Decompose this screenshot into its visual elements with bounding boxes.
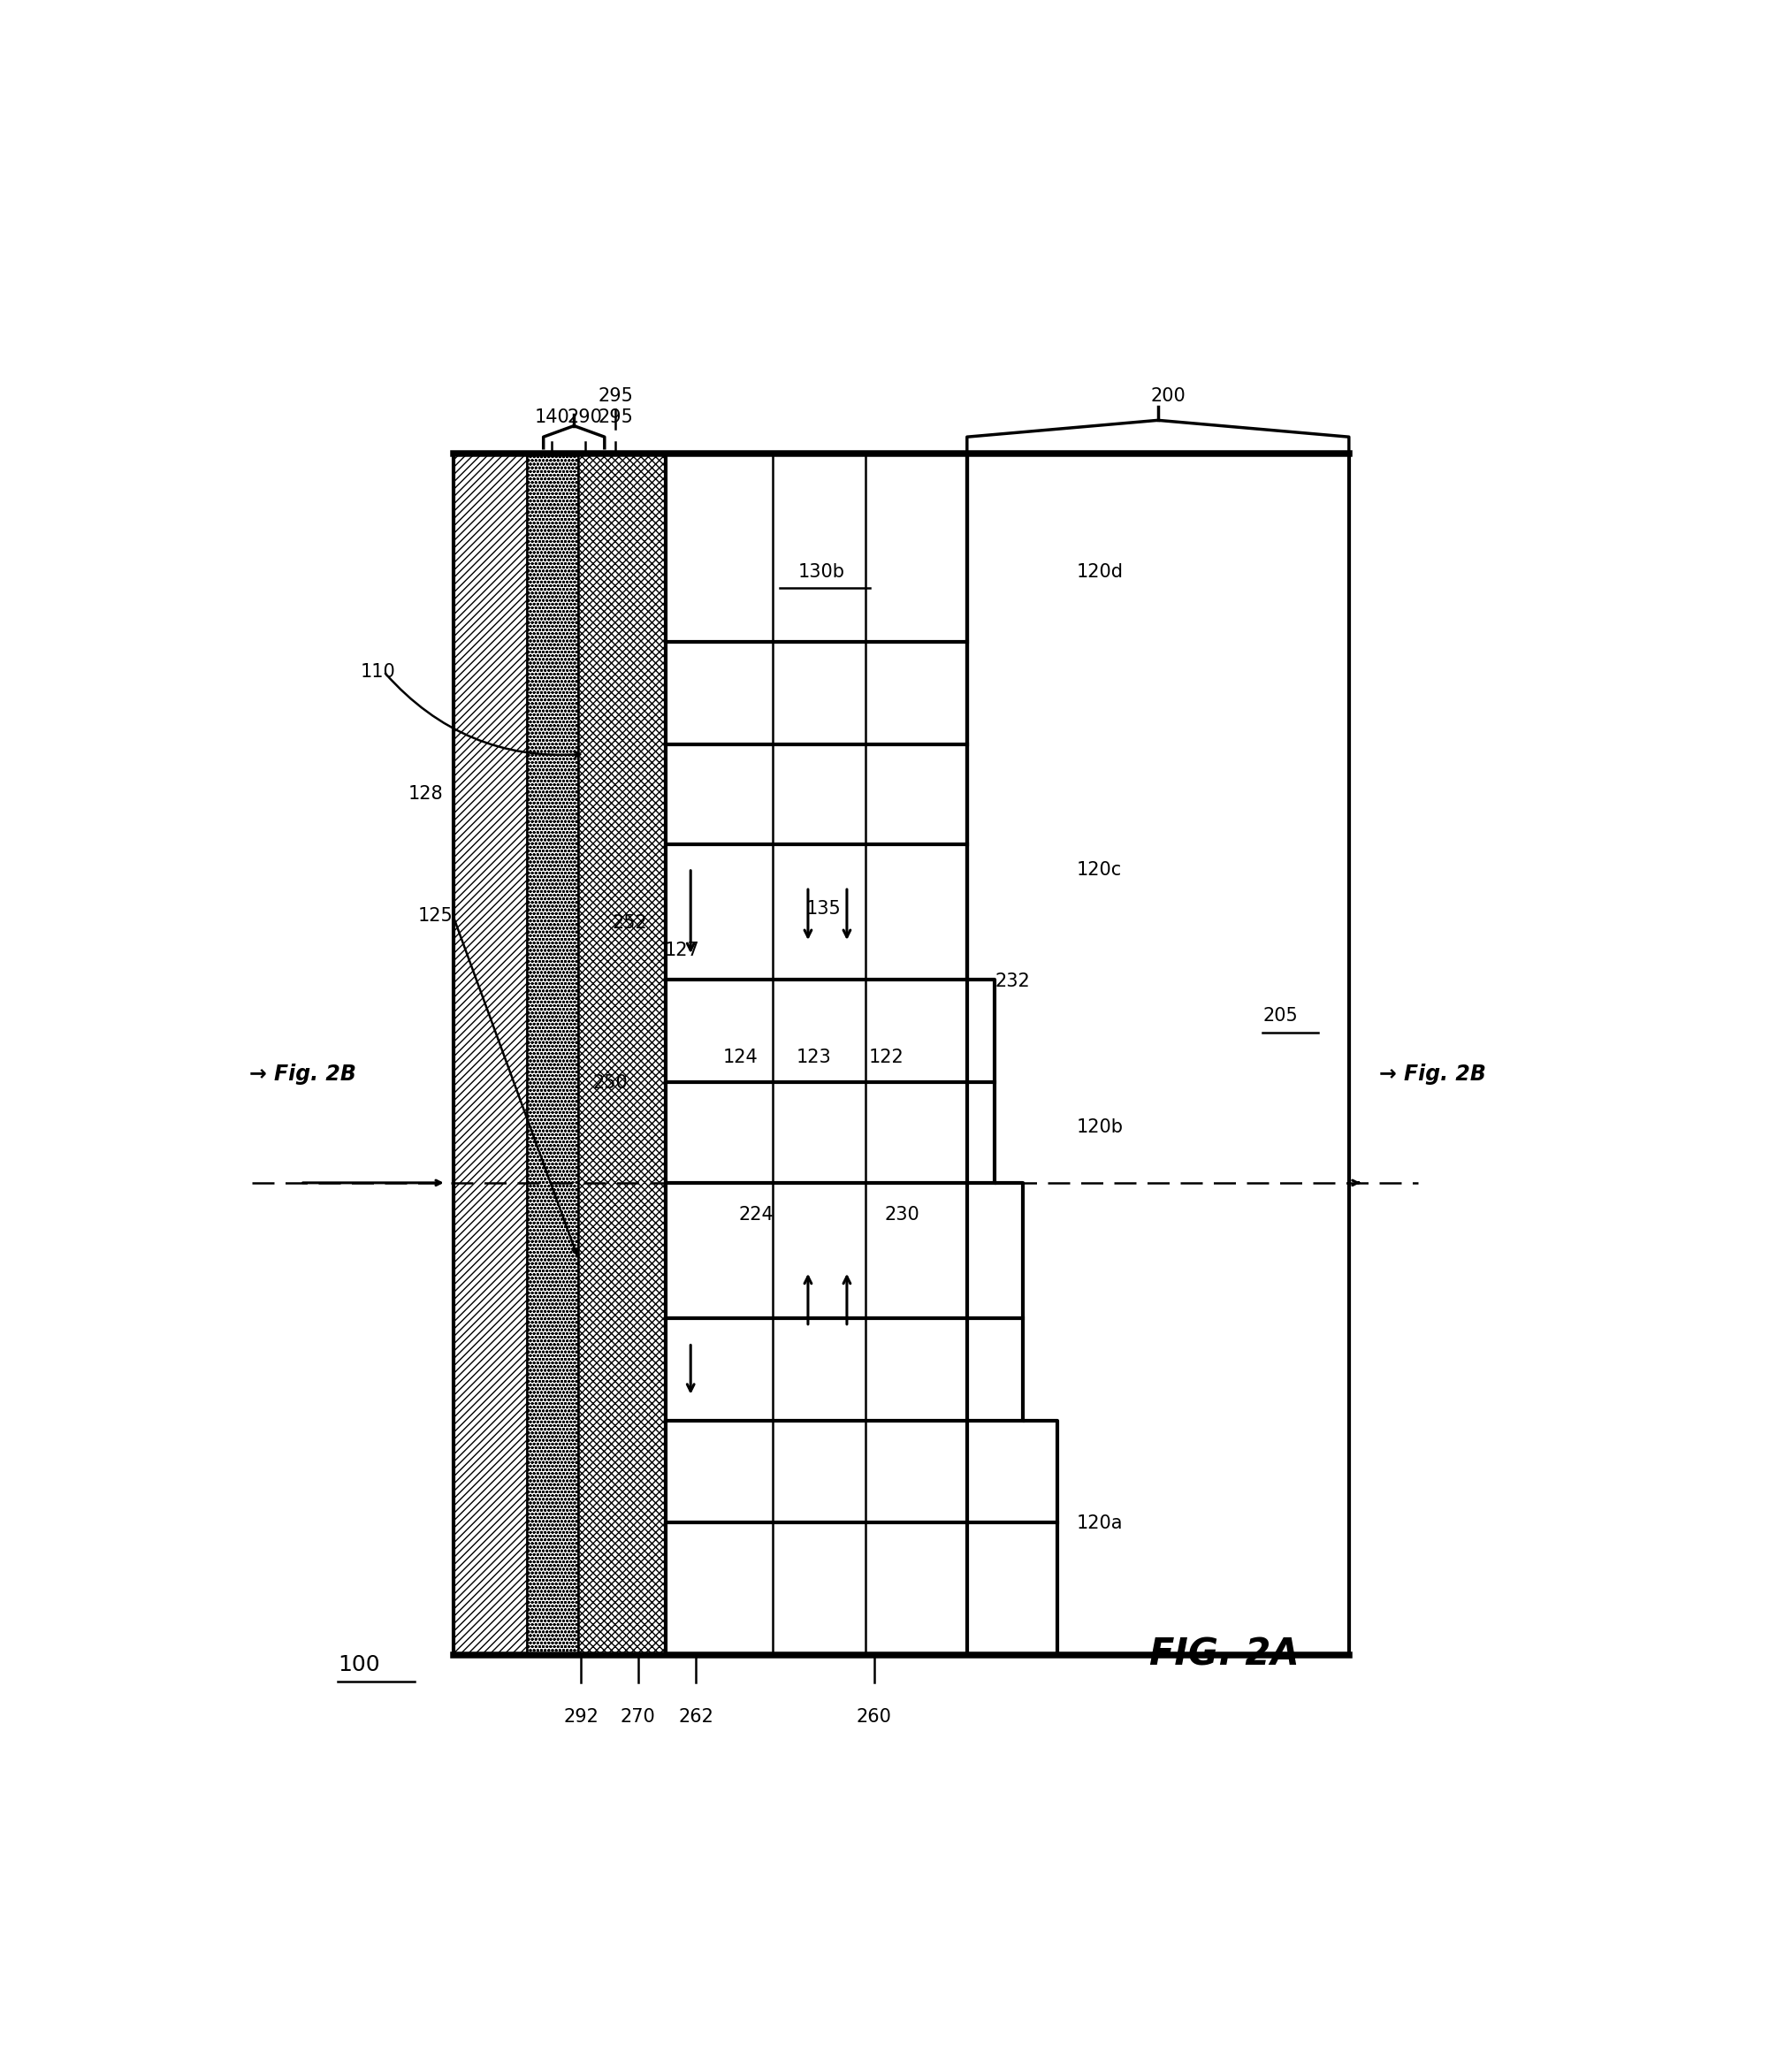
Bar [772, 1182, 866, 1319]
Text: 232: 232 [995, 971, 1030, 990]
Bar [665, 1523, 772, 1656]
Bar [772, 453, 866, 643]
Bar [772, 1523, 866, 1656]
Bar [772, 744, 866, 843]
Text: 205: 205 [1263, 1007, 1297, 1025]
Text: FIG. 2A: FIG. 2A [1149, 1637, 1299, 1674]
Text: 125: 125 [418, 907, 453, 924]
Text: 260: 260 [857, 1707, 892, 1726]
Bar [968, 1081, 995, 1182]
Text: 200: 200 [1150, 387, 1186, 405]
Text: 124: 124 [722, 1048, 758, 1067]
Bar [665, 1182, 772, 1319]
Text: 100: 100 [339, 1654, 380, 1676]
Bar [665, 843, 772, 980]
Text: 128: 128 [409, 785, 443, 802]
Bar [665, 1420, 772, 1523]
Text: 295: 295 [599, 407, 633, 426]
Bar [968, 1319, 1023, 1420]
Bar [968, 1182, 1023, 1319]
Bar [968, 453, 1349, 1656]
Bar [772, 643, 866, 744]
Bar [453, 453, 527, 1656]
Bar [866, 843, 968, 980]
Text: 250: 250 [593, 1075, 627, 1091]
Bar [665, 453, 772, 643]
Text: 120a: 120a [1077, 1515, 1124, 1532]
Bar [772, 1081, 866, 1182]
Text: 123: 123 [797, 1048, 831, 1067]
Bar [665, 1319, 772, 1420]
Bar [866, 643, 968, 744]
Text: 252: 252 [611, 914, 647, 932]
Bar [866, 1081, 968, 1182]
Bar [665, 643, 772, 744]
Bar [527, 453, 579, 1656]
Bar [866, 1523, 968, 1656]
Bar [866, 1420, 968, 1523]
Bar [665, 744, 772, 843]
Bar [866, 1182, 968, 1319]
Bar [579, 453, 665, 1656]
Bar [772, 1420, 866, 1523]
Text: 230: 230 [883, 1205, 919, 1224]
Text: 122: 122 [869, 1048, 903, 1067]
Text: 224: 224 [738, 1205, 774, 1224]
Text: 270: 270 [620, 1707, 656, 1726]
Bar [866, 453, 968, 643]
Text: 130b: 130b [797, 562, 844, 581]
Bar [968, 980, 995, 1081]
Text: 135: 135 [806, 901, 842, 918]
Text: → Fig. 2B: → Fig. 2B [249, 1065, 357, 1085]
Text: 295: 295 [599, 387, 633, 405]
Bar [866, 980, 968, 1081]
Text: 120b: 120b [1077, 1118, 1124, 1137]
Bar [866, 744, 968, 843]
Bar [772, 980, 866, 1081]
Text: 292: 292 [563, 1707, 599, 1726]
Bar [772, 843, 866, 980]
Bar [968, 1523, 1057, 1656]
Bar [866, 1319, 968, 1420]
Text: 110: 110 [360, 664, 396, 680]
Text: 120d: 120d [1077, 562, 1124, 581]
Bar [665, 1081, 772, 1182]
Text: → Fig. 2B: → Fig. 2B [1380, 1065, 1486, 1085]
Text: 140: 140 [534, 407, 570, 426]
Bar [772, 1319, 866, 1420]
Text: 127: 127 [665, 943, 701, 959]
Text: 262: 262 [679, 1707, 713, 1726]
Text: 120c: 120c [1077, 862, 1122, 878]
Bar [968, 1420, 1057, 1523]
Bar [665, 980, 772, 1081]
Text: 290: 290 [568, 407, 602, 426]
